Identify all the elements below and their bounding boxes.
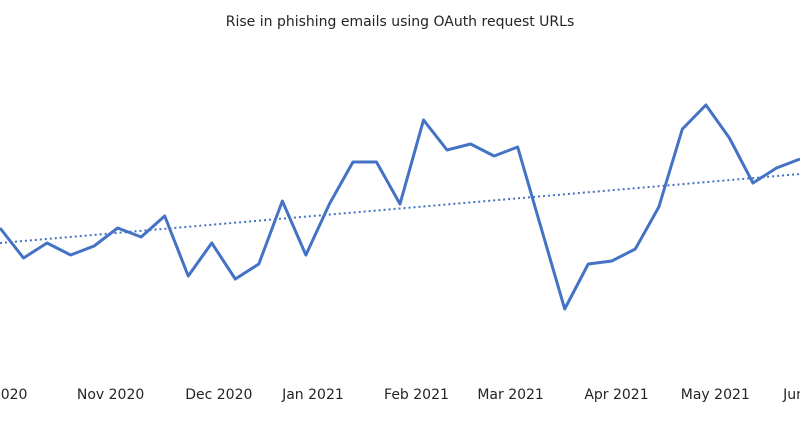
x-tick-label: Nov 2020: [77, 387, 144, 403]
trend-line: [0, 173, 800, 244]
chart-title: Rise in phishing emails using OAuth requ…: [226, 14, 575, 30]
x-tick-label: Dec 2020: [185, 387, 252, 403]
x-tick-label: Jan 2021: [281, 387, 344, 403]
x-tick-label: Apr 2021: [584, 387, 648, 403]
x-tick-label: Oct 2020: [0, 387, 27, 403]
x-tick-label: Feb 2021: [384, 387, 449, 403]
x-tick-label: Mar 2021: [477, 387, 544, 403]
x-tick-label: Jun 2021: [782, 387, 800, 403]
x-tick-label: May 2021: [681, 387, 750, 403]
data-line: [0, 103, 800, 311]
